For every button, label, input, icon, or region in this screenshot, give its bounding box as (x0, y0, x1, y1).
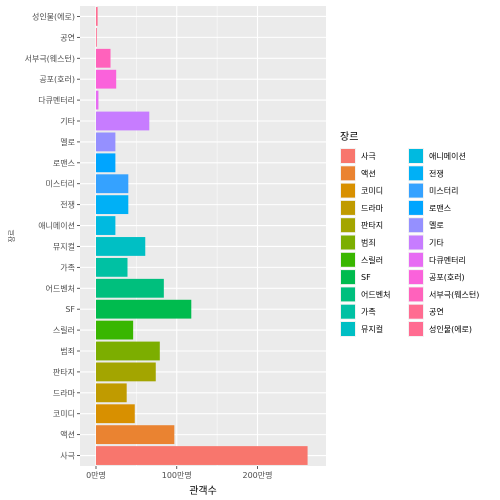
y-tick-label: 판타지 (53, 368, 75, 377)
y-tick-label: 전쟁 (60, 200, 75, 210)
legend-swatch (341, 200, 355, 215)
legend-swatch (409, 218, 423, 233)
y-tick-label: 액션 (60, 430, 75, 440)
y-axis-ticks: 사극 액션 코미디 드라마 판타지 범죄 스릴러 SF 어드벤처 가족 뮤지컬 애니메이션 전쟁 미스터리… (25, 11, 80, 461)
legend-label: 코미디 (361, 187, 383, 196)
bar-10 (96, 257, 128, 277)
x-axis-ticks: 0만명 100만명 200만명 (86, 466, 273, 480)
y-tick-label: 코미디 (53, 410, 75, 419)
legend-swatch (409, 287, 423, 302)
legend-swatch (409, 200, 423, 215)
legend-swatch (409, 270, 423, 285)
legend-swatch (409, 322, 423, 336)
y-tick-label: 스릴러 (53, 326, 75, 335)
legend-label: 가족 (361, 308, 376, 317)
legend-title: 장르 (340, 131, 358, 143)
y-tick-label: 기타 (60, 117, 75, 126)
legend-swatch (341, 322, 355, 336)
bar-17 (96, 111, 150, 131)
y-tick-label: 공연 (60, 33, 75, 42)
legend-label: 드라마 (361, 204, 384, 213)
legend-label: 스릴러 (361, 256, 383, 265)
y-tick-label: 공포(호러) (39, 75, 75, 84)
legend-label: 전쟁 (429, 168, 444, 178)
legend-swatch (341, 270, 355, 285)
legend-swatch (409, 252, 423, 267)
y-tick-label: 사극 (60, 452, 75, 461)
y-tick-label: 멜로 (60, 137, 75, 147)
bar-5 (96, 362, 156, 382)
legend-swatch (341, 166, 355, 181)
bars (96, 7, 308, 465)
y-tick-label: 뮤지컬 (53, 242, 75, 251)
bar-12 (96, 216, 116, 235)
y-axis-title: 장르 (7, 229, 16, 242)
legend-label: 어드벤처 (361, 289, 390, 299)
legend-swatch (341, 287, 355, 302)
legend-swatch (409, 235, 423, 250)
legend-swatch (409, 183, 423, 198)
y-tick-label: 성인물(에로) (32, 11, 75, 21)
bar-3 (96, 404, 135, 424)
x-tick-label: 0만명 (86, 470, 106, 480)
legend-swatch (341, 183, 355, 198)
x-tick-label: 200만명 (243, 470, 273, 480)
y-tick-label: 서부극(웨스턴) (25, 53, 75, 63)
legend-label: 공연 (429, 308, 444, 317)
legend-label: 공포(호러) (429, 273, 465, 282)
legend-label: 액션 (361, 168, 376, 178)
legend-swatch (341, 304, 355, 319)
bar-18 (96, 90, 99, 110)
y-tick-label: SF (65, 305, 75, 314)
legend-swatch (409, 166, 423, 181)
x-tick-label: 100만명 (162, 470, 192, 480)
bar-13 (96, 195, 129, 215)
y-tick-label: 로맨스 (53, 159, 75, 168)
bar-6 (96, 341, 160, 361)
legend-label: 미스터리 (429, 187, 458, 196)
bar-20 (96, 48, 111, 68)
bar-22 (96, 7, 98, 26)
x-axis-title: 관객수 (189, 485, 217, 497)
bar-7 (96, 320, 134, 340)
legend-label: 사극 (361, 152, 376, 161)
legend-label: 성인물(에로) (429, 324, 472, 334)
legend-swatch (341, 218, 355, 233)
y-tick-label: 어드벤처 (46, 283, 75, 293)
bar-8 (96, 299, 192, 319)
legend-label: 범죄 (361, 238, 376, 248)
legend-label: 로맨스 (429, 204, 451, 213)
legend-swatch (341, 252, 355, 267)
legend-label: 판타지 (361, 221, 383, 230)
y-tick-label: 미스터리 (46, 180, 75, 189)
y-tick-label: 드라마 (53, 389, 76, 398)
legend-swatch (409, 304, 423, 319)
bar-1 (96, 446, 308, 465)
y-tick-label: 다큐멘터리 (38, 96, 75, 105)
legend-label: SF (361, 273, 371, 282)
legend-swatch (341, 235, 355, 250)
legend-label: 멜로 (429, 220, 444, 230)
bar-4 (96, 383, 127, 403)
bar-9 (96, 278, 164, 298)
legend-swatch (341, 149, 355, 163)
legend-label: 애니메이션 (429, 151, 466, 161)
bar-15 (96, 153, 116, 173)
bar-14 (96, 174, 129, 194)
bar-2 (96, 425, 175, 445)
legend-label: 다큐멘터리 (429, 256, 466, 265)
y-tick-label: 가족 (60, 263, 75, 272)
y-tick-label: 애니메이션 (38, 221, 75, 231)
legend-label: 기타 (429, 239, 444, 248)
legend-label: 뮤지컬 (361, 325, 383, 334)
legend-label: 서부극(웨스턴) (429, 289, 479, 299)
bar-21 (96, 27, 97, 47)
legend-swatch (409, 149, 423, 163)
y-tick-label: 범죄 (60, 346, 75, 356)
bar-16 (96, 132, 116, 152)
bar-11 (96, 237, 146, 256)
bar-19 (96, 69, 117, 89)
